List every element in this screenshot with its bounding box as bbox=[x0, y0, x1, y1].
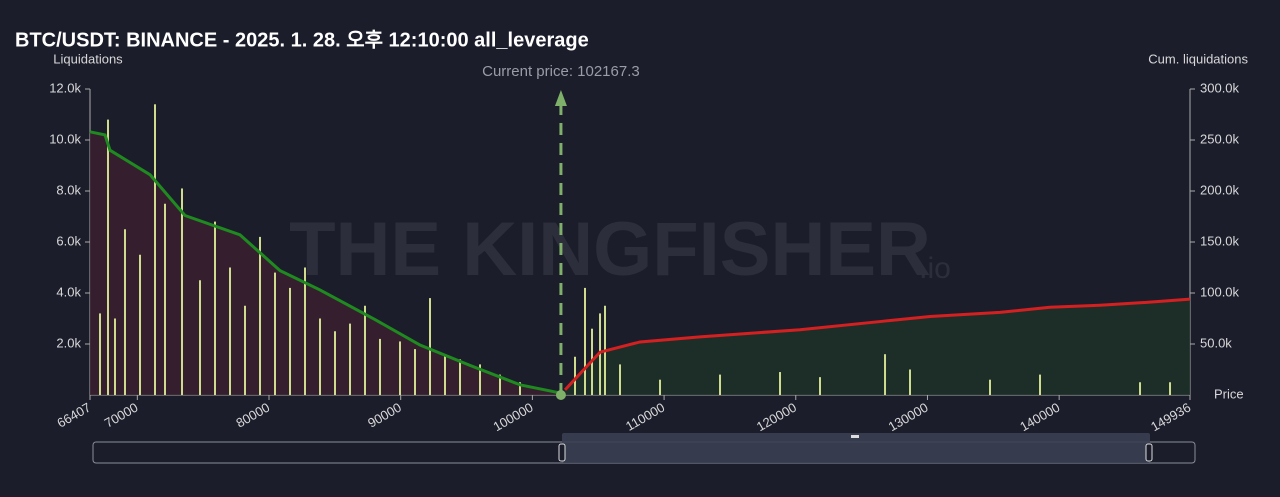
chart-title: BTC/USDT: BINANCE - 2025. 1. 28. 오후 12:1… bbox=[15, 28, 589, 51]
range-slider[interactable] bbox=[92, 433, 1196, 464]
liquidation-bar bbox=[443, 354, 446, 395]
liquidation-bar bbox=[583, 287, 586, 395]
liquidation-bar bbox=[303, 267, 306, 395]
cumulative-line bbox=[89, 130, 561, 395]
x-axis-label: Price bbox=[1214, 386, 1244, 401]
liquidation-bar bbox=[273, 272, 276, 395]
liquidation-bar bbox=[123, 229, 126, 395]
liquidation-bar bbox=[428, 298, 431, 395]
liquidation-bar bbox=[1169, 382, 1172, 395]
y-tick-label: 4.0k bbox=[56, 284, 81, 299]
liquidation-bar bbox=[378, 338, 381, 395]
liquidation-bar bbox=[479, 364, 482, 395]
liquidation-bar bbox=[499, 374, 502, 395]
y2-tick-label: 50.0k bbox=[1200, 335, 1232, 350]
watermark-text: THE KINGFISHER bbox=[289, 207, 931, 292]
annotation: Current price: 102167.3 bbox=[482, 63, 640, 80]
y-tick-label: 10.0k bbox=[49, 131, 81, 146]
liquidation-bar bbox=[229, 267, 232, 395]
y2-tick-label: 150.0k bbox=[1200, 233, 1240, 248]
y2-tick-label: 200.0k bbox=[1200, 182, 1240, 197]
liquidation-bar bbox=[244, 305, 247, 395]
slider-window[interactable] bbox=[562, 433, 1150, 463]
slider-grip[interactable] bbox=[851, 435, 859, 438]
current-price-arrow bbox=[554, 90, 567, 106]
liquidation-bar bbox=[413, 349, 416, 395]
cumulative-line bbox=[563, 297, 1191, 391]
liquidation-bar bbox=[107, 119, 110, 395]
liquidation-bar bbox=[884, 354, 887, 395]
y-tick-label: 2.0k bbox=[56, 335, 81, 350]
y-axis-label: Liquidations bbox=[53, 51, 123, 66]
liquidation-bar bbox=[318, 318, 321, 395]
liquidation-bar bbox=[154, 104, 157, 396]
liquidation-bar bbox=[779, 372, 782, 395]
y-tick-label: 8.0k bbox=[56, 182, 81, 197]
liquidation-bar bbox=[98, 313, 101, 395]
y2-tick-label: 100.0k bbox=[1200, 284, 1240, 299]
watermark: THE KINGFISHER .io bbox=[289, 207, 951, 292]
liquidation-bar bbox=[163, 203, 166, 395]
liquidation-bar bbox=[659, 379, 662, 395]
liquidation-bar bbox=[1039, 374, 1042, 395]
liquidation-bar bbox=[214, 221, 217, 395]
cumulative-area bbox=[565, 299, 1190, 395]
liquidation-bar bbox=[333, 331, 336, 395]
liquidation-bar bbox=[139, 254, 142, 395]
current-price-dot bbox=[555, 390, 566, 400]
y2-tick-label: 250.0k bbox=[1200, 131, 1240, 146]
liquidation-bar bbox=[258, 236, 261, 395]
y2-tick-label: 300.0k bbox=[1200, 80, 1240, 95]
liquidation-bar bbox=[819, 377, 822, 395]
liquidation-bar bbox=[180, 188, 183, 395]
liquidation-bar bbox=[288, 287, 291, 395]
watermark-suffix: .io bbox=[919, 252, 951, 285]
liquidation-bar bbox=[989, 379, 992, 395]
liquidation-bar bbox=[908, 369, 911, 395]
cumulative-area bbox=[90, 131, 561, 395]
liquidation-bar bbox=[113, 318, 116, 395]
slider-handle[interactable] bbox=[558, 443, 566, 462]
y-tick-label: 12.0k bbox=[49, 80, 81, 95]
liquidation-bar bbox=[363, 305, 366, 395]
liquidation-bar bbox=[199, 280, 202, 395]
slider-handle[interactable] bbox=[1145, 443, 1153, 462]
liquidation-bar bbox=[399, 341, 402, 395]
y2-axis-label: Cum. liquidations bbox=[1148, 51, 1248, 66]
liquidation-bar bbox=[719, 374, 722, 395]
y-tick-label: 6.0k bbox=[56, 233, 81, 248]
liquidation-bar bbox=[518, 382, 521, 395]
liquidation-bar bbox=[458, 359, 461, 395]
liquidation-bar bbox=[619, 364, 622, 395]
liquidation-bar bbox=[1139, 382, 1142, 395]
plot-area: 2.0k 4.0k 6.0k 8.0k 10.0k 12.0k 50.0k 100.0k 150… bbox=[49, 63, 1239, 434]
liquidation-bar bbox=[348, 323, 351, 395]
liquidation-bar bbox=[574, 356, 577, 395]
